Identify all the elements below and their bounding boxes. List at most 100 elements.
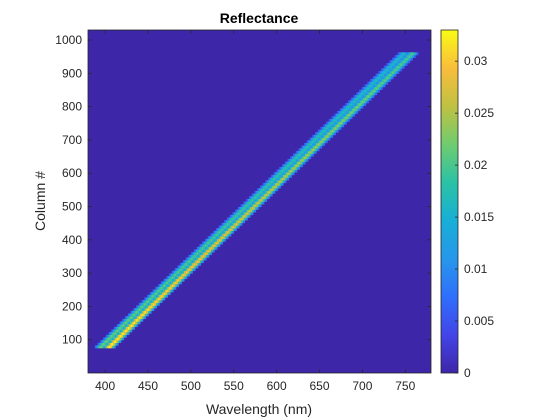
heatmap-cell (255, 196, 258, 200)
heatmap-cell (365, 100, 368, 104)
heatmap-cell (277, 185, 280, 189)
heatmap-cell (132, 324, 135, 328)
heatmap-cell (248, 196, 251, 200)
heatmap-cell (139, 305, 142, 309)
x-tick-label: 500 (181, 379, 201, 393)
heatmap-cell (103, 337, 106, 341)
heatmap-cell (219, 236, 222, 240)
heatmap-cell (377, 86, 380, 90)
heatmap-cell (317, 140, 320, 144)
heatmap-cell (305, 142, 308, 146)
heatmap-cell (374, 84, 377, 88)
heatmap-cell (99, 342, 102, 346)
heatmap-band (94, 52, 419, 349)
heatmap-cell (300, 150, 303, 154)
heatmap-cell (165, 284, 168, 288)
heatmap-cell (224, 236, 227, 240)
heatmap-cell (362, 102, 365, 106)
heatmap-cell (139, 313, 142, 317)
heatmap-cell (195, 257, 198, 261)
heatmap-cell (276, 177, 279, 181)
heatmap-cell (344, 105, 347, 109)
heatmap-cell (298, 156, 301, 160)
heatmap-cell (362, 94, 365, 98)
heatmap-cell (188, 273, 191, 277)
heatmap-cell (105, 334, 108, 338)
heatmap-cell (202, 241, 205, 245)
heatmap-cell (371, 84, 374, 88)
heatmap-cell (383, 76, 386, 80)
heatmap-cell (283, 164, 286, 168)
heatmap-cell (247, 198, 250, 202)
heatmap-cell (117, 340, 120, 343)
heatmap-cell (198, 252, 201, 256)
heatmap-cell (224, 222, 227, 226)
heatmap-cell (279, 166, 282, 170)
heatmap-cell (126, 316, 129, 320)
colorbar-tick-label: 0.02 (464, 158, 488, 172)
heatmap-cell (382, 78, 385, 82)
heatmap-cell (378, 86, 381, 90)
heatmap-cell (374, 89, 377, 93)
heatmap-cell (137, 318, 140, 322)
heatmap-cell (390, 70, 393, 74)
heatmap-cell (171, 270, 174, 274)
heatmap-cell (147, 310, 150, 314)
heatmap-cell (406, 52, 409, 56)
heatmap-cell (128, 321, 131, 325)
heatmap-cell (385, 73, 388, 77)
heatmap-cell (341, 108, 344, 112)
heatmap-cell (175, 284, 178, 288)
heatmap-cell (162, 286, 165, 290)
heatmap-cell (119, 321, 122, 325)
heatmap-cell (396, 62, 399, 66)
heatmap-cell (146, 305, 149, 309)
heatmap-cell (373, 84, 376, 88)
heatmap-cell (192, 262, 195, 266)
heatmap-cell (403, 60, 406, 64)
heatmap-cell (215, 228, 218, 232)
heatmap-cell (324, 137, 327, 141)
heatmap-cell (261, 198, 264, 202)
heatmap-cell (229, 214, 232, 218)
heatmap-cell (240, 222, 243, 226)
heatmap-cell (154, 297, 157, 301)
heatmap-cell (248, 201, 251, 205)
heatmap-cell (205, 254, 208, 258)
heatmap-cell (287, 166, 290, 170)
heatmap-cell (321, 137, 324, 141)
heatmap-cell (122, 318, 125, 322)
heatmap-cell (278, 185, 281, 189)
heatmap-cell (158, 284, 161, 288)
heatmap-cell (223, 238, 226, 242)
heatmap-cell (106, 342, 109, 346)
heatmap-cell (126, 321, 129, 325)
heatmap-cell (259, 198, 262, 202)
heatmap-cell (365, 86, 368, 90)
heatmap-cell (301, 161, 304, 165)
heatmap-cell (294, 166, 297, 170)
heatmap-cell (159, 294, 162, 298)
heatmap-cell (406, 60, 409, 64)
heatmap-cell (129, 321, 132, 325)
heatmap-cell (201, 260, 204, 264)
heatmap-cell (157, 294, 160, 298)
heatmap-cell (315, 140, 318, 144)
heatmap-cell (214, 236, 217, 240)
heatmap-cell (201, 257, 204, 261)
heatmap-cell (300, 148, 303, 152)
heatmap-cell (401, 54, 404, 58)
heatmap-cell (404, 57, 407, 61)
heatmap-cell (223, 230, 226, 234)
heatmap-cell (329, 129, 332, 133)
heatmap-cell (254, 190, 257, 194)
heatmap-cell (338, 110, 341, 114)
heatmap-cell (360, 102, 363, 106)
heatmap-cell (368, 94, 371, 98)
heatmap-cell (343, 110, 346, 114)
heatmap-cell (193, 249, 196, 253)
heatmap-cell (145, 300, 148, 304)
heatmap-cell (327, 126, 330, 130)
heatmap-cell (167, 292, 170, 296)
heatmap-cell (107, 334, 110, 338)
